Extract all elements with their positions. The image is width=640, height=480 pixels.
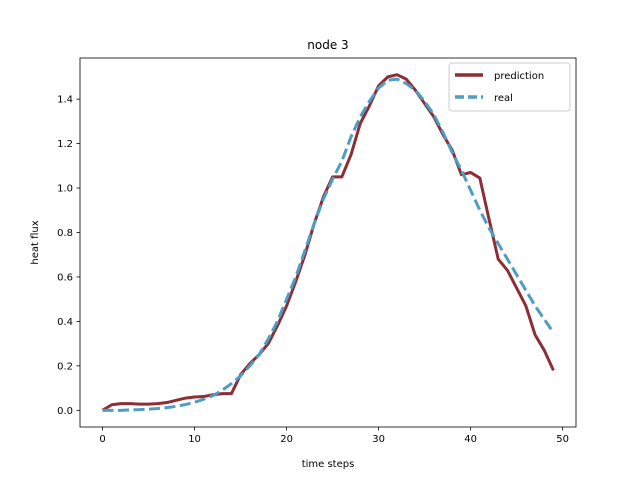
legend-prediction-label: prediction — [494, 71, 544, 82]
x-tick-label: 20 — [280, 434, 293, 445]
legend-real-label: real — [494, 93, 513, 104]
x-tick-label: 40 — [464, 434, 477, 445]
plot-area — [80, 58, 576, 427]
y-tick-label: 0.2 — [57, 361, 73, 372]
x-axis-ticks: 0 10 20 30 40 50 — [99, 427, 569, 445]
series-line-prediction — [101, 73, 555, 412]
chart-title: node 3 — [307, 38, 348, 52]
y-tick-label: 0.0 — [57, 406, 73, 417]
x-axis-label: time steps — [302, 459, 355, 470]
x-tick-label: 0 — [99, 434, 105, 445]
x-tick-label: 50 — [556, 434, 569, 445]
x-tick-label: 30 — [372, 434, 385, 445]
legend: prediction real — [448, 62, 571, 112]
y-tick-label: 0.8 — [57, 228, 73, 239]
axes-frame — [79, 57, 577, 428]
y-tick-label: 1.2 — [57, 139, 73, 150]
y-tick-label: 0.6 — [57, 272, 73, 283]
y-tick-label: 0.4 — [57, 317, 73, 328]
series-layer — [101, 73, 555, 412]
y-tick-label: 1.4 — [57, 95, 73, 106]
y-axis-ticks: 0.0 0.2 0.4 0.6 0.8 1.0 1.2 1.4 — [57, 95, 80, 417]
series-line-real — [102, 77, 555, 412]
y-tick-label: 1.0 — [57, 184, 73, 195]
y-axis-label: heat flux — [30, 220, 41, 264]
x-tick-label: 10 — [188, 434, 201, 445]
